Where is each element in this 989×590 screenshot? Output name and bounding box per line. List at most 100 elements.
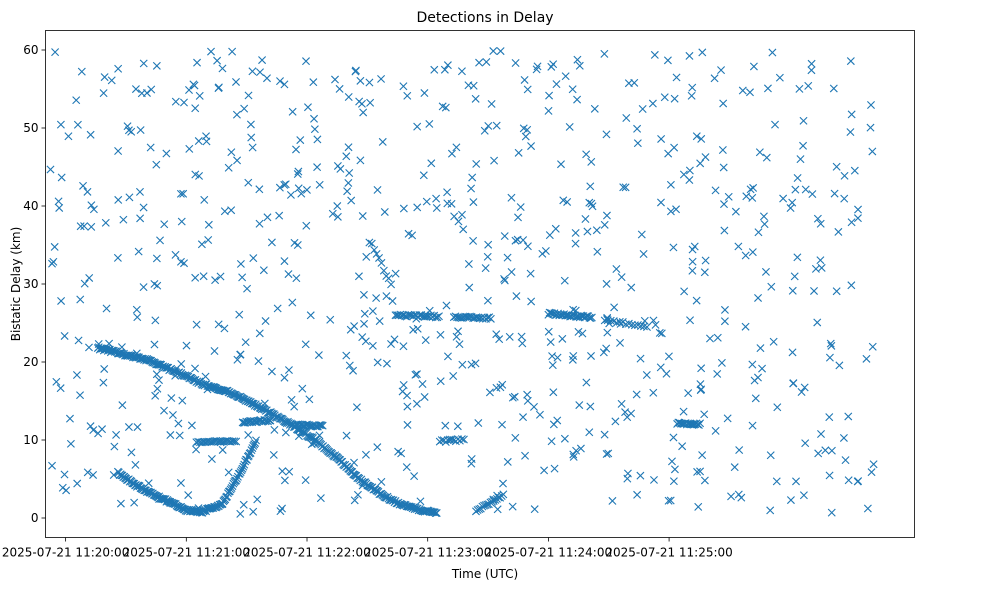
data-point [633,490,642,499]
data-point [505,332,514,341]
data-point [734,242,743,251]
data-point [761,267,770,276]
data-point [443,352,452,361]
data-point [832,287,841,296]
data-point [249,507,258,516]
data-point [52,377,61,386]
data-point [487,99,496,108]
data-point [498,420,507,429]
y-axis: 0 10 20 30 40 50 60 [23,43,46,525]
data-point [602,450,611,458]
data-point [498,380,507,389]
data-point [51,48,60,57]
x-tick-label: 2025-07-21 11:25:00 [605,546,732,560]
data-point [519,413,528,422]
data-point [549,388,558,397]
data-point [294,184,303,193]
data-point [507,193,516,202]
data-point [249,254,258,263]
data-point [511,236,520,245]
data-point [710,74,719,83]
data-point [84,343,93,352]
data-point [711,186,720,195]
data-point [373,185,382,194]
data-point [413,203,422,212]
data-point [847,281,856,290]
data-point [294,432,303,441]
data-point [572,446,581,455]
data-point [666,496,675,505]
data-point [377,477,386,486]
data-point [792,477,800,486]
data-point [749,62,758,71]
data-point [489,495,498,504]
data-point [246,120,255,129]
data-point [484,121,493,130]
data-point [664,496,673,505]
data-point [810,286,819,295]
data-point [422,312,431,321]
data-point [841,456,850,465]
data-point [535,410,544,419]
data-point [238,464,247,473]
data-point [302,185,311,194]
data-point [216,438,225,447]
data-point [688,245,697,254]
data-point [847,110,856,119]
data-point [557,160,565,169]
data-point [293,170,302,179]
data-point [214,320,223,329]
data-point [154,376,163,385]
data-point [192,320,201,329]
data-point [178,396,187,405]
data-point [443,188,452,197]
data-point [793,174,802,183]
data-point [135,187,144,196]
x-tick-label: 2025-07-21 11:23:00 [364,546,491,560]
data-point [361,450,370,459]
data-point [669,243,678,252]
data-point [786,496,795,505]
data-point [256,68,265,77]
data-point [511,433,520,442]
data-point [438,102,447,111]
data-point [507,268,516,277]
data-point [211,276,220,285]
data-point [604,449,613,458]
data-point [866,123,875,132]
data-point [649,316,658,325]
data-point [434,312,443,321]
data-point [358,333,367,342]
data-point [403,91,412,100]
data-point [54,197,63,206]
data-point [301,476,310,485]
data-point [696,467,705,476]
data-point [168,499,177,508]
data-point [379,266,388,275]
data-point [742,192,751,201]
data-point [611,417,620,426]
data-point [642,323,651,332]
data-point [766,451,775,460]
data-point [655,328,664,337]
data-point [720,200,728,209]
data-point [244,431,253,439]
data-point [224,163,233,172]
data-point [375,317,384,326]
data-point [813,318,822,327]
data-point [576,444,585,453]
data-point [253,495,262,504]
data-point [296,136,305,145]
x-tick-label: 2025-07-21 11:21:00 [123,546,250,560]
data-point [475,58,484,67]
data-point [432,509,441,518]
data-point [367,239,376,248]
data-point [403,420,412,429]
data-point [194,504,203,513]
data-point [760,220,769,229]
data-point [565,122,574,131]
data-point [418,380,427,388]
data-point [123,122,132,131]
data-point [197,240,206,249]
data-point [398,387,407,396]
